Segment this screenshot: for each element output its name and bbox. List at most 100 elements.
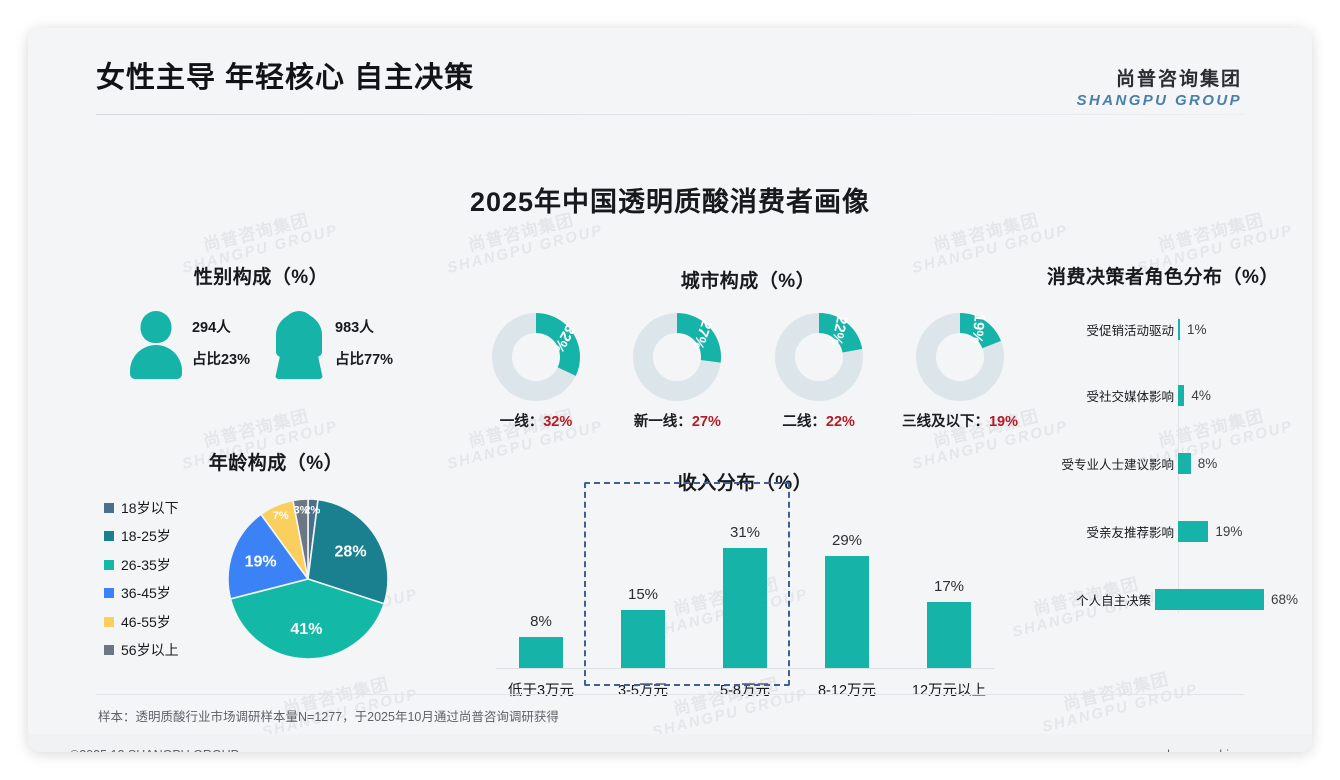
svg-text:2%: 2% bbox=[304, 504, 320, 516]
income-bar-rect bbox=[723, 548, 767, 668]
role-label: 受专业人士建议影响 bbox=[1061, 457, 1174, 472]
roles-plot: 受促销活动驱动 1% 受社交媒体影响 4% 受专业人士建议影响 8% 受亲友推荐影响 19% 个… bbox=[1028, 317, 1298, 613]
role-bar-rect bbox=[1178, 318, 1180, 340]
roles-section-title: 消费决策者角色分布（%） bbox=[1047, 267, 1279, 288]
male-body-shape bbox=[129, 345, 182, 379]
male-count: 294人 bbox=[191, 320, 231, 337]
role-bar-rect bbox=[1178, 384, 1185, 406]
income-bar-rect bbox=[825, 556, 869, 668]
header-divider bbox=[96, 114, 1244, 115]
donut-caption-value: 19% bbox=[988, 414, 1018, 430]
age-legend-item-4: 46-55岁 bbox=[104, 612, 218, 632]
role-label: 受促销活动驱动 bbox=[1086, 323, 1174, 338]
city-donut-一线: 32% 一线：32% bbox=[472, 311, 600, 431]
donut-graphic: 27% bbox=[631, 311, 723, 403]
income-tick-label: 低于3万元 bbox=[507, 683, 575, 699]
logo-english-text: SHANGPU GROUP bbox=[1076, 92, 1242, 109]
gender-composition-section: 性别构成（%） 294人 占比23% 983人 bbox=[96, 262, 426, 379]
legend-swatch bbox=[104, 559, 114, 570]
income-bar-rect bbox=[927, 602, 971, 668]
income-bars: 8% 15% 31% 29% 17% bbox=[490, 518, 1000, 668]
income-distribution-section: 收入分布（%） 8% 15% 31% 29% 17% 低于3万元 3-5万元 5-8万元 8-… bbox=[490, 468, 1000, 700]
city-donut-row: 32% 一线：32% 27% 新一线：27% 22% 二线：22% 19% 三线及以下：19% bbox=[468, 311, 1028, 431]
website-link[interactable]: www.shangpu-china.com bbox=[1131, 748, 1270, 752]
female-body-shape bbox=[275, 348, 323, 379]
role-value: 1% bbox=[1187, 321, 1207, 337]
female-person-icon bbox=[272, 311, 326, 379]
male-person-icon bbox=[129, 311, 183, 379]
role-row-个人自主决策: 个人自主决策 68% bbox=[1028, 588, 1298, 610]
donut-graphic: 22% bbox=[773, 311, 865, 403]
donut-caption-value: 27% bbox=[691, 414, 721, 430]
age-composition-section: 年龄构成（%） 18岁以下 18-25岁 26-35岁 36-45岁 46-55岁 56岁… bbox=[96, 448, 456, 669]
donut-graphic: 32% bbox=[490, 311, 582, 403]
role-bar-wrap: 19% bbox=[1178, 520, 1243, 542]
income-bar-value: 31% bbox=[729, 524, 761, 542]
role-value: 8% bbox=[1197, 455, 1218, 471]
donut-caption: 新一线：27% bbox=[633, 414, 721, 430]
age-legend-item-3: 36-45岁 bbox=[104, 583, 218, 603]
role-value: 68% bbox=[1270, 591, 1298, 607]
legend-label: 36-45岁 bbox=[121, 585, 171, 601]
role-bar-wrap: 4% bbox=[1178, 384, 1211, 406]
income-bar-value: 29% bbox=[831, 532, 863, 550]
male-share: 占比23% bbox=[191, 352, 250, 368]
role-bar-rect bbox=[1178, 452, 1191, 474]
income-bar-5-8万元: 31% bbox=[694, 524, 796, 668]
sample-footnote: 样本：透明质酸行业市场调研样本量N=1277，于2025年10月通过尚普咨询调研… bbox=[98, 710, 559, 724]
role-label: 受亲友推荐影响 bbox=[1086, 525, 1174, 540]
infographic-title: 2025年中国透明质酸消费者画像 bbox=[469, 187, 871, 217]
legend-swatch bbox=[104, 502, 114, 513]
role-row-受专业人士建议影响: 受专业人士建议影响 8% bbox=[1028, 452, 1298, 474]
legend-label: 18岁以下 bbox=[121, 499, 179, 516]
male-stats: 294人 占比23% bbox=[192, 313, 250, 377]
income-bar-value: 17% bbox=[933, 578, 965, 596]
age-legend-item-5: 56岁以上 bbox=[104, 640, 218, 660]
brand-logo: 尚普咨询集团 SHANGPU GROUP bbox=[1077, 64, 1242, 109]
copyright-text: ©2025.12 SHANGPU GROUP bbox=[70, 748, 239, 752]
slide-footer: ©2025.12 SHANGPU GROUP www.shangpu-china… bbox=[28, 734, 1312, 752]
svg-text:19%: 19% bbox=[245, 553, 277, 570]
slide-header: 女性主导 年轻核心 自主决策 尚普咨询集团 SHANGPU GROUP bbox=[28, 28, 1312, 115]
age-legend-item-2: 26-35岁 bbox=[104, 555, 218, 575]
role-value: 4% bbox=[1191, 387, 1211, 403]
income-bar-12万元以上: 17% bbox=[898, 578, 1000, 668]
role-bar-wrap: 8% bbox=[1178, 452, 1218, 474]
income-tick-label: 8-12万元 bbox=[817, 683, 877, 699]
role-label: 个人自主决策 bbox=[1076, 593, 1152, 608]
income-bar-低于3万元: 8% bbox=[490, 613, 592, 668]
role-row-受促销活动驱动: 受促销活动驱动 1% bbox=[1028, 318, 1298, 340]
female-stats: 983人 占比77% bbox=[335, 313, 393, 377]
svg-text:41%: 41% bbox=[290, 621, 322, 638]
income-bar-3-5万元: 15% bbox=[592, 586, 694, 668]
donut-caption: 三线及以下：19% bbox=[901, 414, 1018, 430]
income-section-title: 收入分布（%） bbox=[677, 473, 813, 494]
svg-text:3%: 3% bbox=[294, 504, 310, 516]
age-pie-svg: 2% 28% 41% 19% 7% 3% bbox=[227, 497, 389, 660]
gender-items: 294人 占比23% 983人 占比77% bbox=[96, 311, 426, 379]
donut-caption: 二线：22% bbox=[782, 414, 855, 430]
role-value: 19% bbox=[1215, 523, 1243, 539]
age-section-title: 年龄构成（%） bbox=[208, 453, 344, 474]
income-tick-label: 12万元以上 bbox=[911, 683, 987, 699]
age-chart-body: 18岁以下 18-25岁 26-35岁 36-45岁 46-55岁 56岁以上 2% 28%… bbox=[96, 489, 456, 669]
role-row-受亲友推荐影响: 受亲友推荐影响 19% bbox=[1028, 520, 1298, 542]
male-head-shape bbox=[140, 311, 172, 343]
income-tick-label: 5-8万元 bbox=[720, 683, 770, 699]
legend-swatch bbox=[104, 616, 114, 627]
income-axis-labels: 低于3万元 3-5万元 5-8万元 8-12万元 12万元以上 bbox=[490, 679, 1000, 700]
legend-swatch bbox=[104, 645, 114, 655]
svg-text:7%: 7% bbox=[273, 510, 289, 522]
donut-caption: 一线：32% bbox=[499, 414, 573, 430]
female-share: 占比77% bbox=[335, 352, 394, 368]
role-bar-wrap: 1% bbox=[1178, 318, 1207, 340]
female-head-shape bbox=[282, 311, 316, 348]
income-bar-8-12万元: 29% bbox=[796, 532, 898, 668]
city-donut-三线及以下: 19% 三线及以下：19% bbox=[896, 311, 1024, 431]
income-bar-value: 8% bbox=[530, 613, 552, 631]
legend-label: 56岁以上 bbox=[121, 642, 179, 658]
income-bar-value: 15% bbox=[627, 586, 659, 604]
role-label: 受社交媒体影响 bbox=[1086, 389, 1174, 404]
slide-card: 尚普咨询集团 SHANGPU GROUP 尚普咨询集团 SHANGPU GROUP 尚普… bbox=[28, 28, 1312, 752]
